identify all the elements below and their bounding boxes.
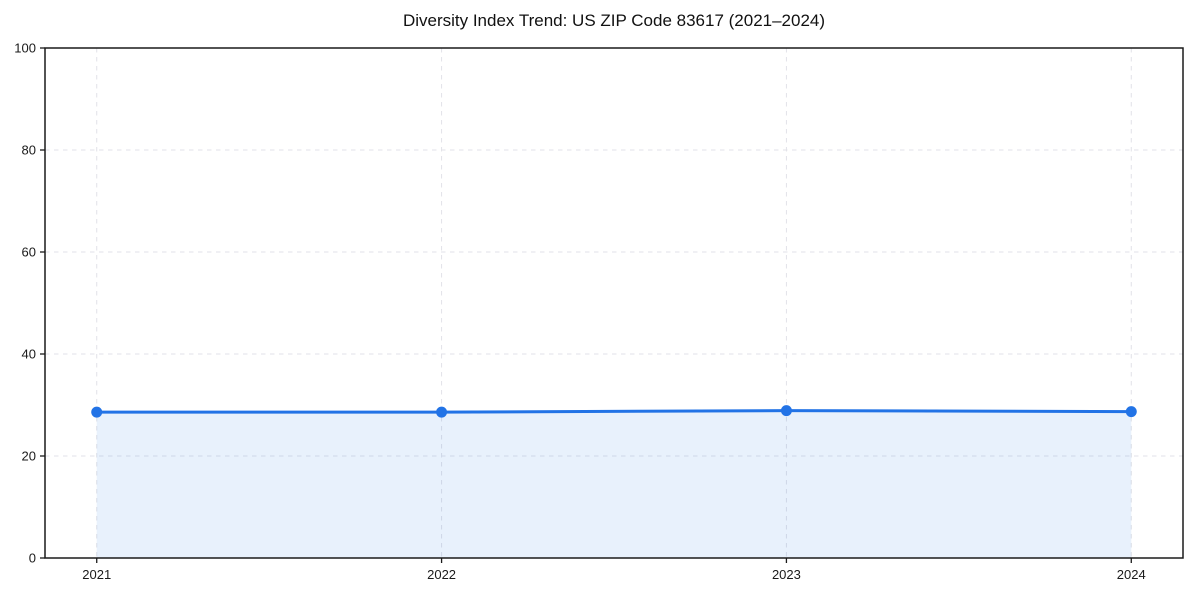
- data-point-marker: [1125, 406, 1137, 418]
- y-tick-label: 40: [22, 347, 36, 362]
- y-tick-label: 100: [14, 41, 36, 56]
- chart-title: Diversity Index Trend: US ZIP Code 83617…: [402, 11, 826, 30]
- x-tick-label: 2023: [772, 567, 801, 582]
- y-tick-label: 60: [22, 245, 36, 260]
- x-tick-label: 2021: [82, 567, 111, 582]
- data-point-marker: [780, 405, 792, 417]
- y-tick-label: 0: [29, 551, 36, 566]
- y-tick-label: 80: [22, 143, 36, 158]
- y-tick-label: 20: [22, 449, 36, 464]
- x-tick-label: 2022: [427, 567, 456, 582]
- area-fill: [96, 410, 1132, 558]
- data-point-marker: [436, 406, 448, 418]
- x-tick-label: 2024: [1117, 567, 1146, 582]
- plot-border: [44, 47, 1184, 559]
- data-point-marker: [91, 406, 103, 418]
- trend-line: [95, 409, 1133, 414]
